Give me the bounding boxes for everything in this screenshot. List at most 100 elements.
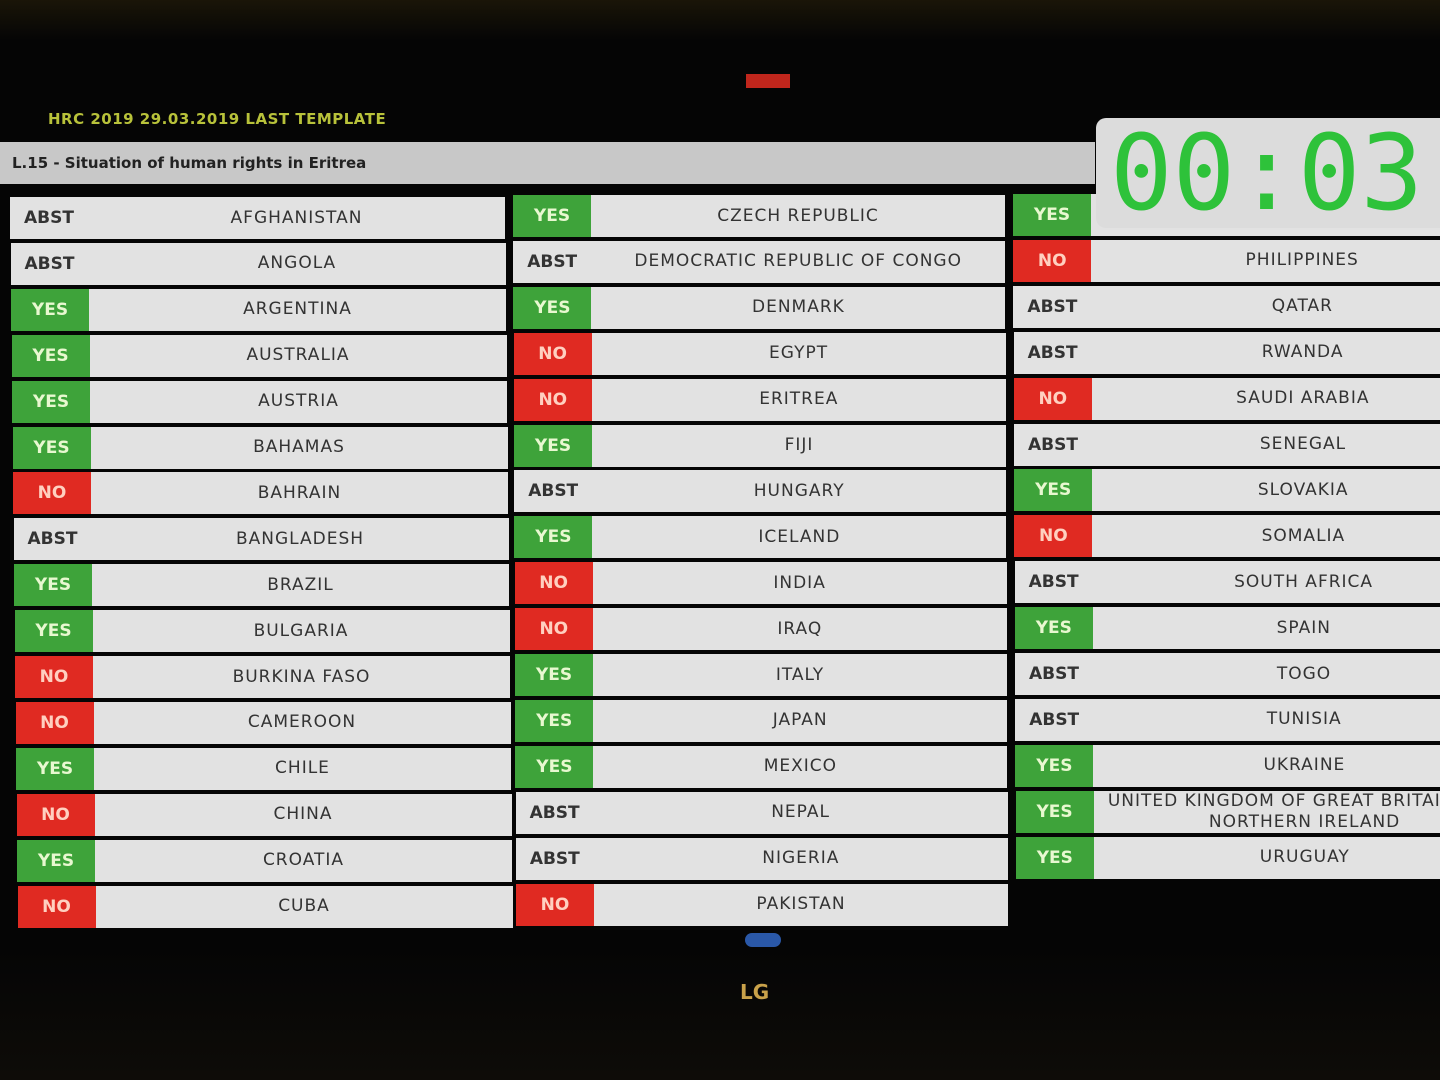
country-name: ANGOLA — [257, 253, 337, 274]
country-name: BULGARIA — [253, 620, 349, 641]
country-name: SOUTH AFRICA — [1234, 571, 1374, 592]
country-name: PHILIPPINES — [1245, 250, 1359, 271]
vote-result: YES — [1015, 836, 1094, 879]
vote-result: YES — [1014, 607, 1093, 650]
vote-result: YES — [513, 286, 592, 329]
vote-result: ABST — [10, 197, 88, 239]
vote-result: NO — [15, 656, 93, 698]
vote-result: ABST — [10, 242, 89, 285]
vote-row: YES UKRAINE — [1015, 744, 1440, 787]
vote-row: ABST TUNISIA — [1015, 698, 1440, 741]
vote-row: ABST SENEGAL — [1014, 423, 1440, 466]
vote-result: YES — [515, 654, 593, 696]
country-name: BAHAMAS — [253, 437, 345, 457]
brand-logo: LG — [740, 980, 770, 1004]
indicator — [746, 74, 790, 88]
vote-row: NO EGYPT — [513, 332, 1006, 375]
vote-row: ABST DEMOCRATIC REPUBLIC OF CONGO — [513, 240, 1006, 283]
country-name: AFGHANISTAN — [230, 207, 363, 228]
country-name: ICELAND — [758, 526, 841, 547]
vote-row: NO IRAQ — [514, 608, 1007, 651]
vote-row: NO INDIA — [514, 562, 1007, 605]
indicator-light — [745, 933, 781, 947]
vote-row: YES CROATIA — [17, 839, 512, 882]
vote-row: YES AUSTRALIA — [11, 334, 507, 377]
country-name: SOMALIA — [1261, 525, 1346, 546]
vote-result: YES — [1013, 194, 1091, 236]
country-name: DENMARK — [751, 297, 845, 318]
country-name: ERITREA — [759, 389, 839, 410]
vote-row: YES FIJI — [514, 424, 1006, 467]
vote-result: ABST — [515, 837, 594, 880]
vote-result: YES — [514, 424, 592, 467]
country-name: JAPAN — [772, 710, 828, 731]
vote-result: YES — [12, 380, 90, 423]
country-name: BANGLADESH — [235, 528, 365, 549]
vote-row: YES BAHAMAS — [12, 426, 508, 469]
country-name: DEMOCRATIC REPUBLIC OF CONGO — [634, 251, 962, 272]
vote-result: NO — [1013, 239, 1092, 282]
country-name: MEXICO — [763, 756, 838, 777]
vote-row: YES DENMARK — [513, 286, 1006, 329]
country-name: NIGERIA — [762, 848, 840, 869]
timer: 00:03:00 — [1096, 118, 1440, 228]
vote-row: NO CUBA — [17, 885, 513, 928]
vote-row: NO PAKISTAN — [516, 883, 1008, 926]
vote-result: ABST — [13, 518, 92, 561]
country-name: PAKISTAN — [756, 894, 846, 914]
country-name: FIJI — [784, 435, 814, 455]
vote-result: NO — [513, 332, 592, 375]
vote-row: ABST BANGLADESH — [13, 518, 509, 561]
vote-row: YES SLOVAKIA — [1014, 469, 1440, 512]
country-name: CHILE — [275, 758, 330, 779]
vote-row: ABST TOGO — [1015, 653, 1440, 695]
vote-result: NO — [514, 608, 593, 651]
vote-row: YES BULGARIA — [14, 610, 510, 653]
vote-result: ABST — [1014, 423, 1092, 466]
vote-row: YES AUSTRIA — [12, 380, 507, 423]
country-name: ARGENTINA — [243, 299, 352, 320]
vote-row: YES CHILE — [16, 747, 511, 790]
country-name: HUNGARY — [753, 480, 845, 501]
country-name: EGYPT — [769, 343, 829, 364]
vote-row: YES BRAZIL — [14, 564, 509, 607]
vote-result: YES — [16, 747, 94, 790]
country-name: CAMEROON — [247, 712, 357, 733]
vote-row: YES ITALY — [515, 654, 1007, 696]
vote-result: NO — [1014, 515, 1093, 558]
vote-result: YES — [12, 426, 91, 469]
vote-result: YES — [515, 699, 594, 742]
vote-result: NO — [15, 701, 94, 744]
vote-row: NO BAHRAIN — [13, 472, 508, 515]
country-name: CUBA — [278, 896, 330, 916]
vote-result: ABST — [1015, 698, 1094, 741]
vote-result: NO — [17, 885, 96, 928]
vote-result: NO — [516, 883, 594, 926]
country-name: UKRAINE — [1263, 755, 1346, 776]
vote-row: NO SOMALIA — [1014, 515, 1440, 558]
vote-result: ABST — [1013, 285, 1092, 328]
vote-result: ABST — [514, 470, 593, 513]
vote-row: ABST SOUTH AFRICA — [1014, 561, 1440, 604]
vote-result: YES — [11, 288, 89, 331]
vote-result: YES — [515, 745, 594, 788]
vote-result: YES — [513, 195, 591, 237]
vote-row: ABST RWANDA — [1013, 331, 1440, 374]
vote-result: NO — [1013, 377, 1092, 420]
vote-row: NO BURKINA FASO — [15, 656, 510, 698]
vote-row: ABST AFGHANISTAN — [10, 197, 505, 239]
vote-row: ABST NEPAL — [515, 791, 1008, 834]
vote-row: YES MEXICO — [515, 745, 1008, 788]
country-name: CZECH REPUBLIC — [717, 205, 879, 226]
country-name: INDIA — [773, 572, 826, 593]
country-name: CHINA — [273, 804, 333, 825]
country-name: SAUDI ARABIA — [1236, 388, 1370, 409]
country-name: SENEGAL — [1259, 434, 1347, 454]
vote-result: YES — [14, 564, 92, 607]
vote-row: NO CHINA — [16, 793, 512, 836]
vote-row: YES CZECH REPUBLIC — [513, 195, 1005, 237]
vote-result: ABST — [513, 240, 592, 283]
